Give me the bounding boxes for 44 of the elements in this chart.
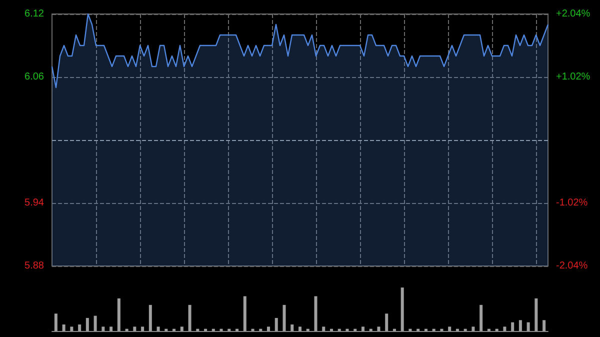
bar (472, 326, 475, 331)
bar (322, 326, 326, 331)
bar (110, 326, 113, 331)
bar (290, 324, 294, 331)
bar (298, 326, 302, 331)
bar (243, 296, 246, 331)
y2-tick-label: -2.04% (556, 260, 588, 272)
y2-tick-label: -1.02% (556, 198, 588, 208)
bar (86, 318, 89, 331)
bar (267, 326, 270, 331)
bar (102, 326, 105, 331)
bar (156, 326, 160, 331)
y-tick-label: 6.06 (24, 72, 44, 82)
bar (133, 326, 136, 331)
bar (385, 314, 388, 331)
bar (361, 326, 364, 331)
bar (448, 326, 452, 331)
y2-tick-label: +1.02% (556, 72, 590, 82)
bar (141, 326, 144, 331)
bar (282, 304, 286, 331)
bar (534, 298, 538, 331)
bar (54, 314, 58, 331)
bar (314, 296, 318, 331)
bar (377, 326, 380, 331)
y-tick-label: 5.94 (24, 198, 44, 208)
bar (62, 324, 66, 331)
bar (274, 318, 278, 331)
bar (503, 326, 506, 331)
bar (542, 320, 546, 331)
bar (94, 316, 97, 331)
y-tick-label: 5.88 (24, 260, 44, 272)
bar (518, 320, 522, 331)
y-tick-label: 6.12 (24, 8, 44, 20)
y2-tick-label: +2.04% (556, 8, 590, 20)
bar (148, 304, 152, 331)
bar (480, 304, 483, 331)
bar (78, 324, 82, 331)
bar (511, 322, 514, 331)
bar (188, 304, 192, 331)
bar (117, 298, 120, 331)
bar (400, 288, 404, 331)
bar (180, 326, 184, 331)
bar (526, 322, 530, 331)
bar (70, 326, 74, 331)
